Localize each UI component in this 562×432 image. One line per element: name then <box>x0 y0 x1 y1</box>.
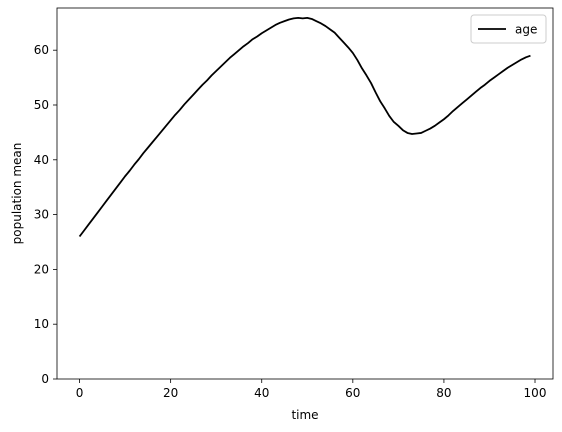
y-tick-label: 0 <box>41 372 49 386</box>
x-axis-label: time <box>291 408 318 422</box>
y-tick-label: 50 <box>34 98 49 112</box>
x-ticks: 0 20 40 60 80 100 <box>76 379 547 400</box>
legend-box <box>470 14 547 44</box>
plot-frame <box>56 7 554 380</box>
x-tick-label: 80 <box>436 386 451 400</box>
x-tick-label: 20 <box>163 386 178 400</box>
y-tick-label: 40 <box>34 153 49 167</box>
x-tick-label: 40 <box>254 386 269 400</box>
series-line-age <box>78 16 531 238</box>
legend-label-age: age <box>515 23 537 37</box>
plot-area <box>57 8 553 379</box>
y-tick-label: 30 <box>34 208 49 222</box>
y-tick-label: 60 <box>34 43 49 57</box>
x-tick-label: 0 <box>76 386 84 400</box>
x-tick-label: 100 <box>524 386 547 400</box>
y-tick-label: 10 <box>34 317 49 331</box>
y-tick-label: 20 <box>34 262 49 276</box>
legend: age <box>470 14 547 44</box>
series-layer <box>78 16 531 238</box>
x-tick-label: 60 <box>345 386 360 400</box>
y-axis-label: population mean <box>10 143 24 245</box>
y-ticks: 0 10 20 30 40 50 60 <box>34 43 57 386</box>
